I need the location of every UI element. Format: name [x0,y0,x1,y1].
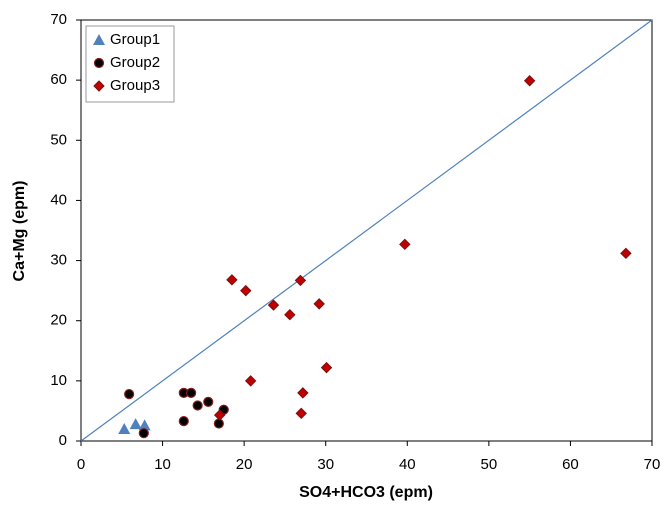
point [178,416,189,427]
y-tick-label: 60 [50,71,67,88]
point [186,387,197,398]
point [240,284,252,297]
y-tick-label: 50 [50,131,67,148]
point [295,407,307,420]
y-tick-label: 20 [50,312,67,329]
x-tick-label: 30 [317,456,334,473]
y-tick-label: 30 [50,252,67,269]
x-tick-label: 10 [154,456,171,473]
point [213,409,226,421]
point [138,419,151,431]
point [124,388,135,400]
legend-label: Group2 [110,54,160,71]
point [399,238,411,251]
legend-marker [93,57,105,69]
point [226,274,238,286]
plot-frame [80,19,653,442]
point [213,418,224,429]
point [620,247,632,260]
point [138,428,149,439]
x-tick-label: 20 [236,456,253,473]
legend-marker [93,80,105,92]
point [297,387,309,399]
y-tick-label: 70 [50,11,67,28]
point [118,422,131,434]
point [129,418,142,430]
reference-line [80,19,653,442]
x-tick-label: 60 [562,456,579,473]
y-tick-label: 0 [59,432,67,449]
legend-label: Group3 [110,77,160,94]
legend-marker [93,34,105,45]
x-axis-title: SO4+HCO3 (epm) [299,484,433,501]
x-tick-label: 70 [644,456,661,473]
y-axis-title: Ca+Mg (epm) [11,181,28,282]
x-tick-label: 0 [77,456,85,473]
point [313,298,325,310]
point [523,75,536,87]
legend-label: Group1 [110,31,160,48]
point [267,299,280,311]
x-tick-label: 40 [399,456,416,473]
point [284,308,296,321]
point [203,396,214,408]
point [294,274,307,287]
x-tick-label: 50 [481,456,498,473]
point [244,375,257,387]
y-tick-label: 40 [50,191,67,208]
point [320,361,333,374]
y-tick-label: 10 [50,372,67,389]
point [192,400,203,411]
